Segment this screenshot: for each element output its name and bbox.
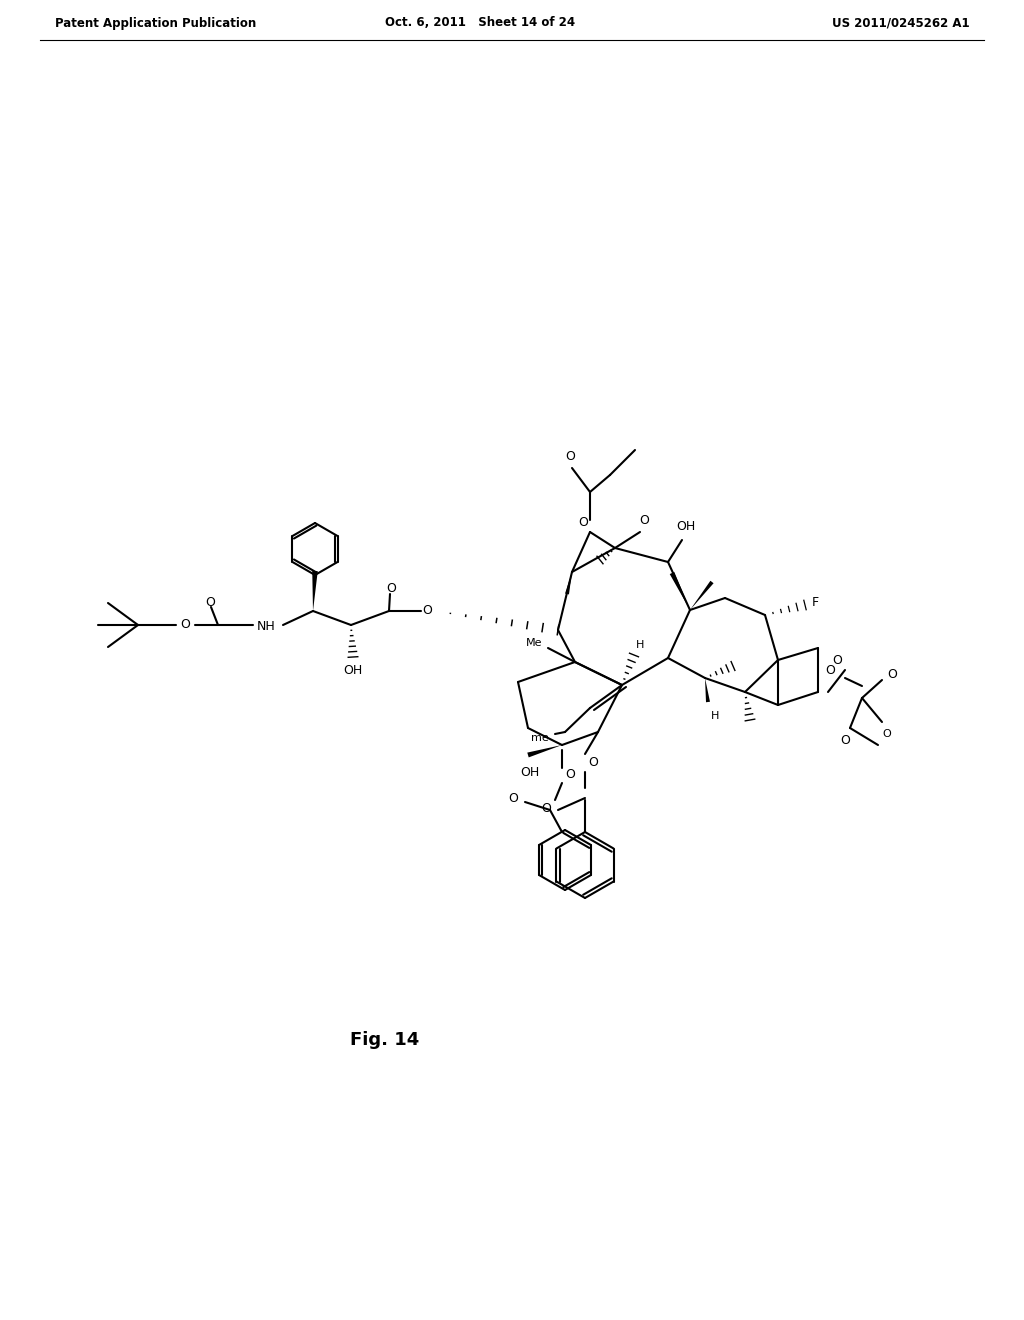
Text: O: O bbox=[833, 653, 842, 667]
Text: Fig. 14: Fig. 14 bbox=[350, 1031, 420, 1049]
Text: F: F bbox=[811, 597, 818, 610]
Text: O: O bbox=[565, 767, 574, 780]
Text: O: O bbox=[840, 734, 850, 747]
Text: Patent Application Publication: Patent Application Publication bbox=[55, 16, 256, 29]
Text: OH: OH bbox=[520, 766, 540, 779]
Text: O: O bbox=[541, 801, 551, 814]
Text: Oct. 6, 2011   Sheet 14 of 24: Oct. 6, 2011 Sheet 14 of 24 bbox=[385, 16, 575, 29]
Text: O: O bbox=[887, 668, 897, 681]
Text: O: O bbox=[422, 605, 432, 618]
Text: O: O bbox=[639, 513, 649, 527]
Polygon shape bbox=[705, 678, 710, 702]
Text: H: H bbox=[636, 640, 644, 649]
Polygon shape bbox=[690, 581, 714, 610]
Text: O: O bbox=[205, 597, 215, 610]
Text: O: O bbox=[588, 755, 598, 768]
Polygon shape bbox=[565, 572, 572, 594]
Polygon shape bbox=[670, 572, 690, 610]
Text: O: O bbox=[180, 619, 189, 631]
Text: me: me bbox=[531, 733, 549, 743]
Text: O: O bbox=[386, 582, 396, 595]
Polygon shape bbox=[312, 570, 317, 611]
Text: O: O bbox=[565, 450, 574, 462]
Text: O: O bbox=[883, 729, 891, 739]
Text: O: O bbox=[579, 516, 588, 528]
Text: OH: OH bbox=[677, 520, 695, 533]
Text: NH: NH bbox=[257, 620, 275, 634]
Text: US 2011/0245262 A1: US 2011/0245262 A1 bbox=[833, 16, 970, 29]
Text: Me: Me bbox=[525, 638, 543, 648]
Text: O: O bbox=[508, 792, 518, 804]
Text: O: O bbox=[825, 664, 835, 676]
Text: H: H bbox=[711, 711, 719, 721]
Text: OH: OH bbox=[343, 664, 362, 677]
Polygon shape bbox=[527, 744, 562, 758]
